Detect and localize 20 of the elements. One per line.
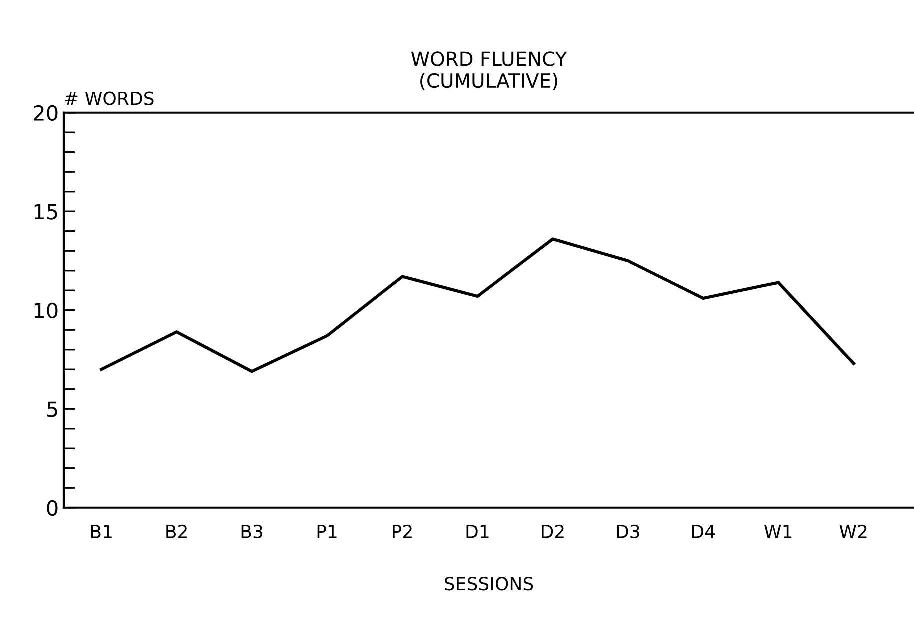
x-axis-title: SESSIONS	[445, 577, 534, 591]
y-axis-title: # WORDS	[65, 92, 154, 106]
x-tick-label: D4	[692, 525, 716, 538]
line-series	[100, 238, 856, 374]
x-tick-label: P2	[393, 524, 412, 538]
y-tick-label: 0	[47, 500, 58, 516]
x-tick-label: W1	[764, 525, 792, 538]
x-tick-label: B3	[242, 524, 263, 539]
x-tick-label: B1	[91, 525, 112, 538]
x-tick-label: D1	[466, 525, 489, 538]
x-tick-label: W2	[840, 524, 867, 538]
x-tick-label: B2	[166, 524, 187, 538]
x-tick-label: P1	[318, 525, 337, 538]
y-tick-label: 20	[34, 105, 58, 122]
x-tick-label: D2	[542, 524, 564, 538]
y-tick-label: 5	[47, 402, 58, 418]
chart-title: WORD FLUENCY (CUMULATIVE)	[411, 52, 568, 90]
x-tick-label: D3	[617, 524, 640, 539]
y-tick-label: 10	[34, 302, 58, 319]
y-tick-label: 15	[34, 204, 58, 220]
